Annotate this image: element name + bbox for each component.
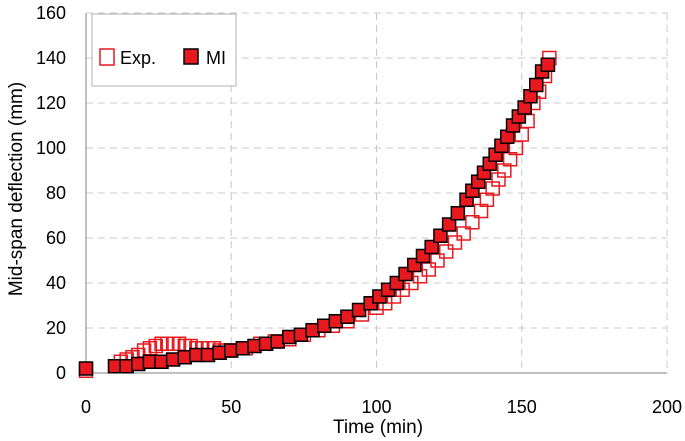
legend-marker-exp — [99, 48, 115, 66]
data-point — [433, 228, 448, 243]
y-tick-label: 140 — [36, 48, 66, 68]
data-point — [540, 57, 556, 72]
x-tick-label: 200 — [652, 397, 682, 417]
x-tick-label: 100 — [361, 397, 391, 417]
y-axis-label: Mid-span deflection (mm) — [6, 82, 27, 296]
data-point — [78, 361, 94, 376]
data-point — [450, 206, 466, 221]
series-mi — [78, 57, 556, 376]
data-series — [78, 50, 557, 378]
y-tick-label: 20 — [46, 318, 66, 338]
data-point — [447, 235, 463, 250]
x-tick-label: 50 — [221, 397, 241, 417]
data-point — [438, 244, 454, 259]
data-point — [424, 239, 439, 255]
axes — [85, 13, 667, 374]
y-tick-label: 160 — [36, 3, 66, 23]
legend-box — [91, 13, 237, 87]
y-tick-label: 0 — [56, 363, 66, 383]
data-point — [465, 215, 480, 230]
y-tick-label: 100 — [36, 138, 66, 158]
y-tick-label: 40 — [46, 273, 66, 293]
data-point — [456, 226, 471, 241]
tick-labels: 0 50 100 150 200 0 20 40 60 80 100 120 140 160 — [36, 3, 682, 417]
x-tick-label: 150 — [507, 397, 537, 417]
data-point — [441, 217, 457, 232]
y-tick-label: 80 — [46, 183, 66, 203]
x-tick-label: 0 — [81, 397, 91, 417]
legend: Exp. MI — [91, 13, 237, 87]
y-tick-label: 120 — [36, 93, 66, 113]
data-point — [430, 253, 445, 268]
legend-marker-mi — [183, 48, 199, 65]
x-axis-label: Time (min) — [333, 417, 423, 438]
legend-label-mi: MI — [206, 48, 226, 68]
data-point — [529, 77, 544, 93]
y-tick-label: 60 — [46, 228, 66, 248]
legend-label-exp: Exp. — [120, 48, 156, 68]
